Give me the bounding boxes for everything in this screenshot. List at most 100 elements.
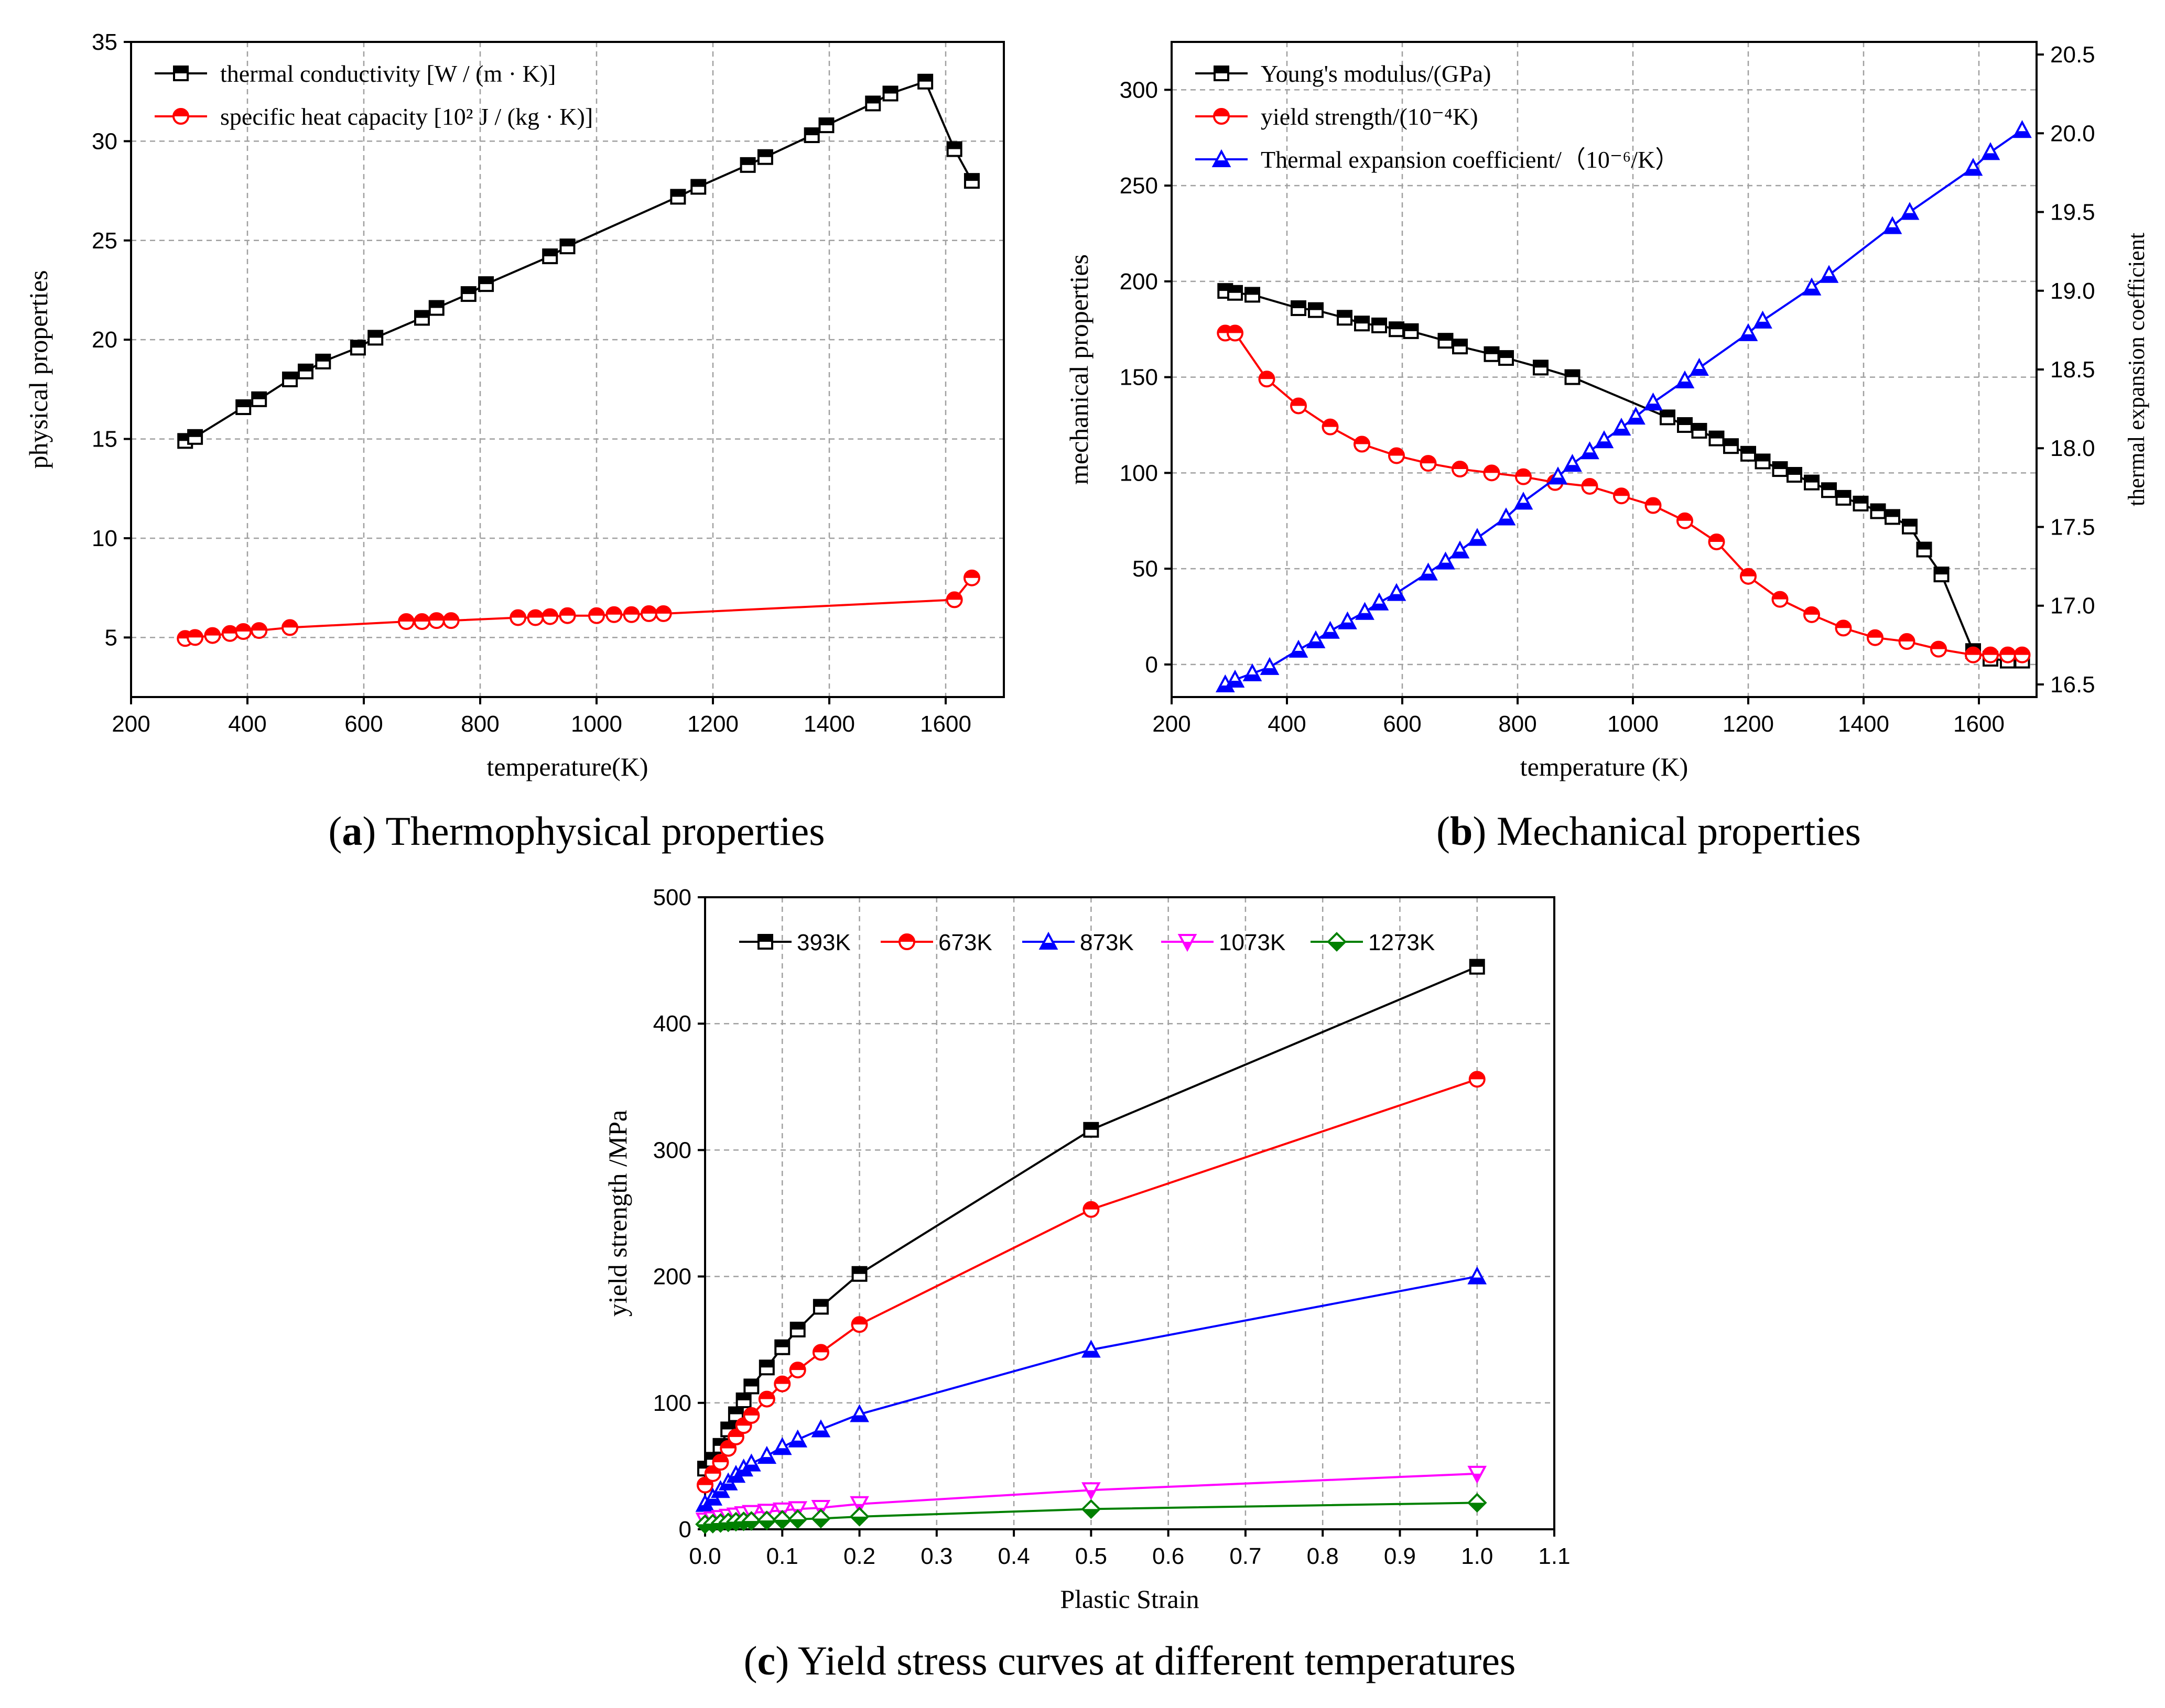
data-point: [1644, 497, 1662, 514]
x-tick-label: 1200: [1723, 711, 1774, 737]
y-tick-label: 300: [1120, 77, 1158, 103]
x-tick-label: 1.0: [1461, 1543, 1493, 1569]
y-tick-label: 5: [105, 625, 117, 650]
data-point: [1563, 454, 1582, 472]
data-point: [740, 157, 756, 173]
data-point: [1594, 430, 1614, 449]
data-point: [1452, 339, 1468, 355]
data-point: [1081, 1499, 1101, 1519]
data-point: [1437, 333, 1454, 349]
series-line: [185, 577, 973, 640]
x-tick-label: 1200: [687, 711, 739, 737]
x-tick-label: 1600: [920, 711, 971, 737]
data-point: [1660, 409, 1675, 426]
data-point: [1467, 1493, 1487, 1513]
data-point: [1787, 467, 1802, 483]
x-tick-label: 600: [1383, 711, 1421, 737]
data-point: [442, 612, 460, 629]
legend-label: yield strength/(10⁻⁴K): [1261, 103, 1478, 130]
data-point: [251, 391, 267, 407]
y-tick-label: 35: [92, 29, 117, 55]
data-point: [1467, 1266, 1487, 1285]
data-point: [1643, 392, 1663, 411]
x-tick-label: 1400: [1838, 711, 1889, 737]
data-point: [655, 605, 672, 622]
y-axis-label: mechanical properties: [1064, 254, 1094, 485]
grid: [131, 42, 1004, 697]
x-tick-label: 0.0: [689, 1543, 721, 1569]
data-point: [350, 340, 366, 356]
y2-tick-label: 20.0: [2050, 121, 2095, 146]
data-point: [946, 591, 963, 608]
x-tick-label: 0.8: [1307, 1543, 1339, 1569]
data-point: [1083, 1122, 1099, 1138]
data-point: [1708, 430, 1725, 447]
data-point: [1982, 646, 1999, 663]
data-point: [811, 1508, 831, 1529]
plot-frame: [1171, 41, 2038, 698]
data-point: [282, 619, 299, 636]
data-point: [1613, 487, 1630, 505]
data-point: [917, 73, 934, 90]
data-point: [510, 609, 527, 626]
legend-marker: [1214, 66, 1229, 81]
data-point: [1708, 533, 1725, 550]
data-point: [1900, 202, 1920, 220]
data-point: [712, 1454, 729, 1471]
data-point: [559, 607, 576, 624]
x-tick-label: 400: [228, 711, 266, 737]
data-point: [1564, 369, 1581, 385]
data-point: [743, 1407, 760, 1424]
data-point: [1755, 453, 1771, 470]
data-point: [1853, 495, 1869, 512]
data-point: [851, 1266, 868, 1282]
y-tick-label: 200: [1120, 269, 1158, 295]
data-point: [1771, 591, 1789, 608]
data-point: [789, 1321, 806, 1337]
legend-label: Young's modulus/(GPa): [1261, 60, 1491, 87]
y2-tick-label: 19.5: [2050, 200, 2095, 225]
y-tick-label: 20: [92, 327, 117, 353]
data-point: [221, 625, 239, 642]
data-point: [1802, 277, 1822, 296]
data-point: [1980, 142, 2000, 160]
data-point: [1676, 512, 1693, 529]
data-point: [1533, 360, 1549, 376]
data-point: [1677, 417, 1693, 433]
y2-tick-label: 17.0: [2050, 593, 2095, 619]
x-tick-label: 800: [461, 711, 499, 737]
data-point: [711, 1479, 730, 1498]
data-point: [1420, 455, 1437, 472]
legend-marker: [1327, 932, 1347, 952]
data-point: [367, 330, 384, 346]
data-point: [1355, 602, 1374, 620]
data-point: [1082, 1201, 1100, 1218]
data-point: [946, 141, 962, 157]
data-point: [542, 248, 558, 265]
data-point: [1244, 287, 1260, 303]
data-point: [1675, 370, 1695, 389]
data-point: [187, 429, 203, 445]
y-tick-label: 50: [1132, 556, 1158, 582]
data-point: [787, 1509, 808, 1529]
data-point: [690, 179, 707, 195]
x-tick-label: 1.1: [1538, 1543, 1570, 1569]
data-point: [1835, 619, 1852, 637]
legend-marker: [1211, 149, 1231, 167]
caption-c: (c) Yield stress curves at different tem…: [744, 1638, 1516, 1683]
data-point: [1740, 568, 1757, 585]
data-point: [1513, 492, 1533, 510]
x-tick-label: 0.4: [998, 1543, 1030, 1569]
y-tick-label: 10: [92, 526, 117, 551]
data-point: [1469, 959, 1485, 975]
x-tick-label: 0.3: [921, 1543, 952, 1569]
data-point: [818, 117, 835, 134]
data-point: [1740, 445, 1756, 462]
y-tick-label: 100: [1120, 460, 1158, 486]
data-point: [1898, 633, 1915, 650]
legend-label: Thermal expansion coefficient/（10⁻⁶/K）: [1261, 146, 1679, 173]
data-point: [1581, 477, 1598, 495]
data-point: [1467, 1465, 1487, 1484]
x-tick-label: 0.2: [843, 1543, 875, 1569]
data-point: [1289, 639, 1308, 658]
